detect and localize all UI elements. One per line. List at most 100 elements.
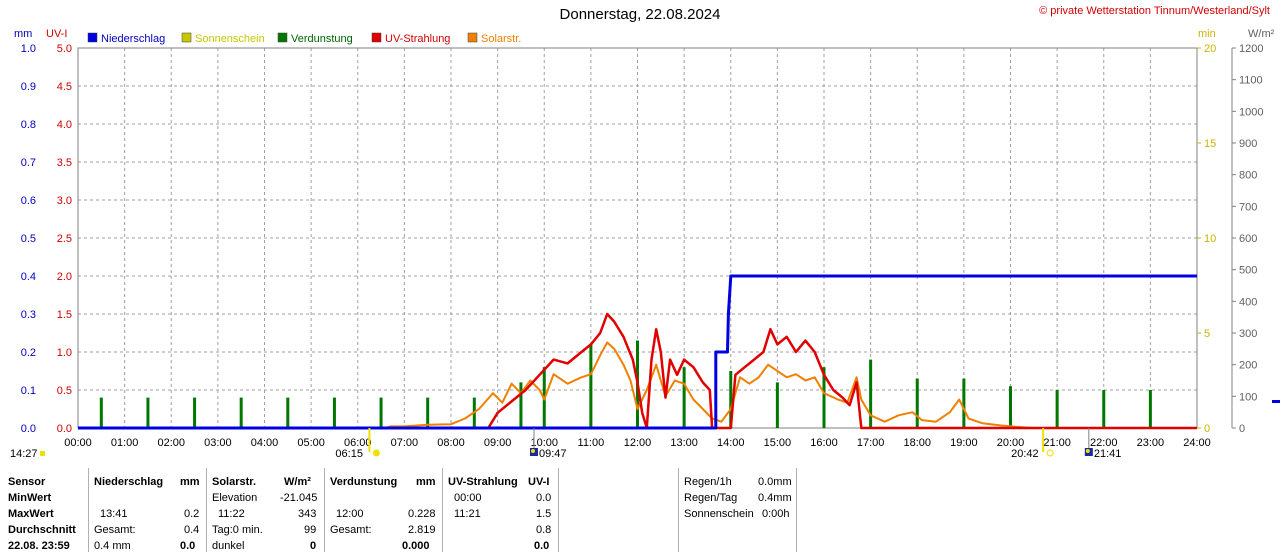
- solar-series-line: [78, 341, 1197, 429]
- verdunstung-max-time: 12:00: [336, 508, 364, 520]
- x-tick-label: 14:00: [717, 437, 745, 449]
- solar-max-value: 343: [298, 508, 317, 520]
- verdunstung-bar: [729, 371, 733, 428]
- sonnenschein-label: Sonnenschein: [684, 508, 754, 520]
- min-tick-label: 10: [1204, 233, 1216, 245]
- regen-tag-value: 0.4mm: [758, 492, 792, 504]
- uv-tick-label: 3.0: [57, 195, 72, 207]
- min-tick-label: 5: [1204, 328, 1210, 340]
- table-divider: [558, 468, 559, 552]
- x-tick-label: 01:00: [111, 437, 139, 449]
- x-tick-label: 00:00: [64, 437, 92, 449]
- sunset-icon: [1046, 449, 1054, 457]
- min-tick-label: 20: [1204, 43, 1216, 55]
- verdunstung-bar: [775, 382, 779, 428]
- wm2-axis-label: W/m²: [1248, 28, 1275, 40]
- solar-last-label: dunkel: [212, 540, 245, 552]
- mm-tick-label: 0.4: [21, 271, 36, 283]
- x-tick-label: 11:00: [578, 437, 605, 449]
- uv-header: UV-Strahlung: [448, 476, 518, 488]
- moonset-time-label: 21:41: [1094, 448, 1122, 460]
- verdunstung-bar: [1102, 390, 1106, 428]
- table-divider: [88, 468, 89, 552]
- wm2-tick-label: 100: [1239, 391, 1257, 403]
- niederschlag-unit: mm: [180, 476, 200, 488]
- legend-swatch: [371, 32, 382, 43]
- niederschlag-total-label: Gesamt:: [94, 524, 136, 536]
- uv-tick-label: 0.0: [57, 423, 72, 435]
- solar-max-time: 11:22: [218, 508, 245, 520]
- niederschlag-max-value: 0.2: [184, 508, 200, 520]
- moonrise-time-label: 09:47: [539, 448, 567, 460]
- legend-swatch: [87, 32, 98, 43]
- verdunstung-bar: [822, 367, 826, 428]
- legend-swatch: [467, 32, 478, 43]
- sunrise-time-label: 06:15: [335, 448, 363, 460]
- legend-swatch: [277, 32, 288, 43]
- uv-tick-label: 1.0: [57, 347, 72, 359]
- regen-tag-label: Regen/Tag: [684, 492, 738, 504]
- verdunstung-bar: [426, 397, 430, 428]
- mm-tick-label: 0.3: [21, 309, 36, 321]
- verdunstung-max-value: 0.228: [408, 508, 436, 520]
- x-tick-label: 12:00: [624, 437, 652, 449]
- solar-elevation-label: Elevation: [212, 492, 258, 504]
- legend-label: Sonnenschein: [195, 33, 265, 45]
- verdunstung-bar: [1009, 386, 1012, 428]
- mm-axis-label: mm: [14, 28, 32, 40]
- regen-1h-label: Regen/1h: [684, 476, 732, 488]
- solar-elevation-value: -21.045: [280, 492, 318, 504]
- uv-max-time: 11:21: [454, 508, 481, 520]
- uv-unit: UV-I: [528, 476, 550, 488]
- weather-chart: mm UV-I 0.0 0.1 0.2 0.3 0.4 0.5 0.6 0.7 0.8 0.9 1.0 0…: [10, 28, 1280, 460]
- sunrise-icon: [372, 449, 380, 457]
- table-divider: [442, 468, 443, 552]
- verdunstung-total-value: 2.819: [408, 524, 436, 536]
- uv-tick-label: 2.5: [57, 233, 72, 245]
- uv-tick-label: 1.5: [57, 309, 72, 321]
- verdunstung-bar: [286, 397, 290, 428]
- sensor-header: Sensor: [8, 476, 46, 488]
- table-divider: [678, 468, 679, 552]
- verdunstung-bar: [1148, 390, 1152, 428]
- uv-series-line: [78, 312, 1197, 430]
- min-tick-label: 0: [1204, 423, 1210, 435]
- min-axis-label: min: [1198, 28, 1216, 40]
- niederschlag-last-label: 0.4 mm: [94, 540, 131, 552]
- mm-tick-label: 0.6: [21, 195, 36, 207]
- legend-label: UV-Strahlung: [385, 33, 450, 45]
- x-tick-label: 10:00: [530, 437, 558, 449]
- mm-tick-label: 0.0: [21, 423, 36, 435]
- sonnenschein-value: 0:00h: [762, 508, 790, 520]
- wm2-tick-label: 600: [1239, 233, 1257, 245]
- regen-1h-value: 0.0mm: [758, 476, 792, 488]
- x-tick-label: 24:00: [1183, 437, 1211, 449]
- x-tick-label: 03:00: [204, 437, 232, 449]
- uv-axis-label: UV-I: [46, 28, 67, 40]
- wm2-tick-label: 300: [1239, 328, 1257, 340]
- verdunstung-header: Verdunstung: [330, 476, 398, 488]
- legend-swatch: [181, 32, 192, 43]
- x-tick-label: 02:00: [157, 437, 185, 449]
- solar-day-label: Tag:0 min.: [212, 524, 263, 536]
- x-tick-label: 19:00: [950, 437, 978, 449]
- x-tick-label: 17:00: [857, 437, 885, 449]
- legend-label: Niederschlag: [101, 33, 165, 45]
- x-tick-label: 21:00: [1043, 437, 1071, 449]
- table-divider: [324, 468, 325, 552]
- niederschlag-header: Niederschlag: [94, 476, 164, 488]
- uv-max-value: 1.5: [536, 508, 552, 520]
- x-tick-label: 22:00: [1090, 437, 1118, 449]
- x-tick-label: 13:00: [670, 437, 698, 449]
- wm2-tick-label: 1200: [1239, 43, 1263, 55]
- row-label-date: 22.08. 23:59: [8, 540, 70, 552]
- solar-last-value: 0: [310, 540, 317, 552]
- wm2-tick-label: 0: [1239, 423, 1245, 435]
- wm2-tick-label: 500: [1239, 265, 1257, 277]
- x-tick-label: 05:00: [297, 437, 325, 449]
- verdunstung-bar: [99, 397, 103, 428]
- mm-tick-label: 0.7: [21, 157, 36, 169]
- wm2-tick-label: 200: [1239, 360, 1257, 372]
- time-marker-label: 14:27: [10, 448, 38, 460]
- niederschlag-last-value: 0.0: [180, 540, 196, 552]
